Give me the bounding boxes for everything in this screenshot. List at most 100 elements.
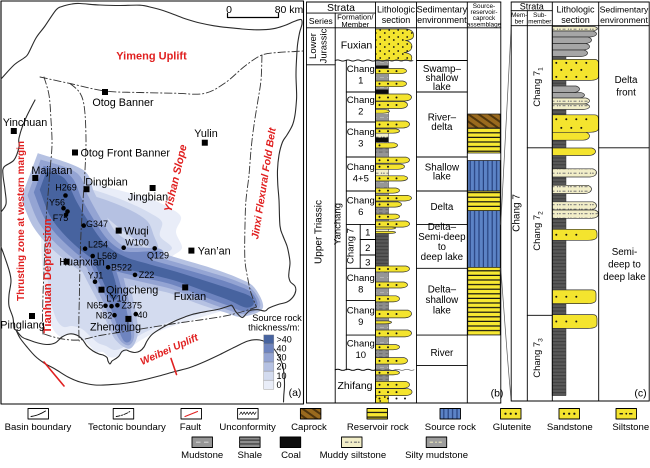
svg-text:N82: N82 (96, 311, 113, 321)
svg-text:Wuqi: Wuqi (124, 226, 148, 238)
svg-text:Source rock: Source rock (252, 313, 302, 323)
svg-text:assemblage: assemblage (467, 21, 502, 28)
svg-text:9: 9 (358, 317, 363, 328)
svg-text:Otog Front Banner: Otog Front Banner (81, 148, 171, 160)
svg-text:Chang: Chang (347, 339, 375, 350)
svg-text:Sub-: Sub- (533, 12, 546, 19)
svg-text:member: member (528, 19, 551, 26)
svg-text:Semi-: Semi- (612, 247, 638, 258)
svg-text:lake: lake (433, 82, 452, 93)
svg-text:Member: Member (341, 20, 369, 29)
svg-text:6: 6 (358, 207, 363, 218)
svg-text:River–: River– (428, 113, 457, 124)
svg-text:80 km: 80 km (275, 4, 304, 16)
svg-text:deep to: deep to (608, 260, 641, 271)
svg-text:Chang: Chang (347, 127, 375, 138)
svg-text:Strata: Strata (520, 1, 544, 11)
svg-text:thickness/m:: thickness/m: (248, 323, 300, 333)
svg-text:Thrusting zone at western marg: Thrusting zone at western margin (16, 141, 27, 301)
svg-text:Strata: Strata (327, 2, 355, 14)
svg-text:front: front (616, 88, 636, 99)
svg-text:Yimeng Uplift: Yimeng Uplift (116, 51, 187, 63)
svg-text:Formation/: Formation/ (337, 13, 374, 22)
svg-text:Dingbian: Dingbian (85, 177, 128, 189)
svg-text:Zhengning: Zhengning (90, 322, 141, 334)
svg-text:Q129: Q129 (147, 251, 169, 261)
svg-text:B522: B522 (111, 262, 132, 272)
svg-text:N65: N65 (87, 301, 104, 311)
svg-text:Zhifang: Zhifang (337, 380, 372, 392)
svg-text:River: River (430, 348, 454, 359)
svg-text:Caprock: Caprock (291, 422, 327, 433)
svg-text:Upper Triassic: Upper Triassic (314, 200, 325, 264)
svg-text:Muddy siltstone: Muddy siltstone (320, 450, 387, 461)
svg-text:30: 30 (277, 353, 287, 363)
svg-text:4+5: 4+5 (353, 174, 369, 185)
svg-text:Silty mudstone: Silty mudstone (405, 450, 468, 461)
svg-text:Delta–: Delta– (428, 285, 457, 296)
svg-text:Glutenite: Glutenite (493, 422, 531, 433)
svg-text:environment: environment (600, 15, 648, 25)
svg-text:Yinchuan: Yinchuan (3, 117, 48, 129)
svg-text:Unconformity: Unconformity (219, 422, 276, 433)
svg-text:Chang: Chang (347, 196, 375, 207)
svg-text:1: 1 (358, 76, 363, 87)
svg-text:Fuxian: Fuxian (174, 291, 206, 303)
svg-text:Z375: Z375 (121, 301, 142, 311)
svg-text:deep lake: deep lake (421, 252, 464, 263)
svg-text:Z22: Z22 (139, 270, 155, 280)
svg-text:8: 8 (358, 285, 363, 296)
svg-text:Source-: Source- (473, 3, 495, 10)
svg-text:Basin boundary: Basin boundary (5, 422, 72, 433)
svg-text:3: 3 (365, 258, 370, 269)
svg-text:10: 10 (277, 371, 287, 381)
svg-text:L569: L569 (97, 251, 117, 261)
svg-text:Chang 72: Chang 72 (532, 211, 545, 251)
svg-text:Chang: Chang (347, 95, 375, 106)
svg-text:Jurassic: Jurassic (319, 28, 330, 63)
svg-text:F75: F75 (53, 213, 69, 223)
svg-text:Sedimentary: Sedimentary (600, 5, 649, 15)
svg-text:ber: ber (515, 19, 524, 26)
svg-text:reservoir-: reservoir- (471, 9, 498, 16)
svg-text:(b): (b) (491, 388, 504, 400)
svg-text:section: section (382, 15, 411, 25)
svg-text:Reservoir rock: Reservoir rock (347, 422, 409, 433)
svg-text:Sandstone: Sandstone (547, 422, 593, 433)
svg-text:Fuxian: Fuxian (341, 40, 373, 52)
svg-text:delta: delta (431, 122, 453, 133)
svg-text:LY10: LY10 (106, 294, 126, 304)
svg-text:Chang: Chang (347, 273, 375, 284)
svg-text:H269: H269 (55, 183, 77, 193)
svg-text:Tectonic boundary: Tectonic boundary (88, 422, 166, 433)
svg-text:Y56: Y56 (49, 198, 65, 208)
svg-text:Tianhuan Depression: Tianhuan Depression (42, 219, 54, 334)
svg-text:lake: lake (433, 306, 452, 317)
svg-text:Chang 71: Chang 71 (532, 67, 545, 107)
svg-text:0: 0 (277, 380, 282, 390)
svg-text:(c): (c) (634, 388, 646, 400)
svg-text:caprock: caprock (473, 15, 496, 22)
svg-text:deep lake: deep lake (603, 272, 646, 283)
svg-text:Fault: Fault (180, 422, 202, 433)
svg-text:Chang: Chang (347, 64, 375, 75)
svg-text:Chang 7: Chang 7 (512, 194, 523, 232)
svg-text:shallow: shallow (426, 73, 460, 84)
svg-text:Siltstone: Siltstone (612, 422, 649, 433)
svg-text:Coal: Coal (281, 450, 301, 461)
svg-text:Delta: Delta (430, 202, 453, 213)
svg-text:10: 10 (356, 350, 367, 361)
svg-text:Yanchang: Yanchang (333, 203, 344, 245)
svg-text:Series: Series (309, 16, 333, 26)
svg-text:Chang 7: Chang 7 (345, 228, 356, 264)
svg-text:Semi-deep: Semi-deep (418, 232, 466, 243)
svg-text:Chang: Chang (347, 162, 375, 173)
svg-text:Lithologic: Lithologic (377, 5, 416, 15)
svg-text:environment: environment (417, 15, 467, 25)
svg-text:Chang: Chang (347, 306, 375, 317)
svg-text:Shallow: Shallow (425, 163, 460, 174)
svg-text:to: to (438, 242, 447, 253)
svg-text:(a): (a) (289, 387, 302, 399)
svg-text:Lower: Lower (308, 33, 319, 59)
svg-text:Qingcheng: Qingcheng (106, 285, 158, 297)
